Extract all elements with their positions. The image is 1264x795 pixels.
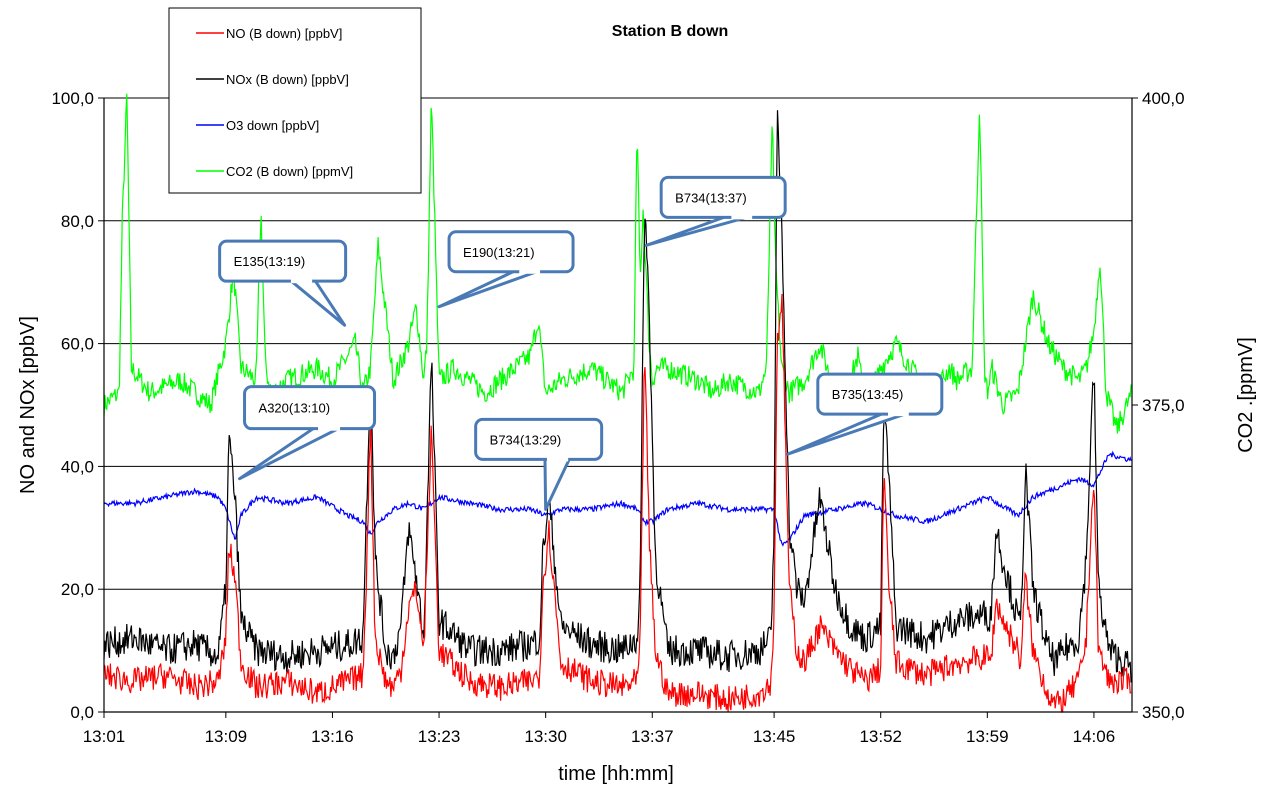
x-tick-label: 14:06	[1073, 727, 1116, 746]
y-left-tick-label: 40,0	[61, 457, 94, 476]
callout: E190(13:21)	[437, 230, 575, 309]
y-right-tick-label: 350,0	[1142, 703, 1185, 722]
callout-gap	[318, 425, 341, 431]
callout-label: B734(13:29)	[490, 432, 562, 447]
y-right-tick-label: 375,0	[1142, 396, 1185, 415]
series-line	[103, 293, 1132, 713]
y-left-tick-label: 60,0	[61, 335, 94, 354]
callout-label: E190(13:21)	[463, 245, 535, 260]
x-axis-label: time [hh:mm]	[558, 763, 674, 785]
y-right-tick-label: 400,0	[1142, 89, 1185, 108]
callout: B735(13:45)	[786, 372, 944, 456]
legend-label: NO (B down) [ppbV]	[226, 26, 342, 41]
callout-pointer	[543, 455, 572, 511]
y-left-tick-label: 100,0	[51, 89, 94, 108]
callout-box	[659, 175, 787, 219]
callout: E135(13:19)	[218, 239, 348, 327]
legend: NO (B down) [ppbV] NOx (B down) [ppbV] O3 …	[168, 7, 422, 194]
series-line	[103, 450, 1132, 547]
callout-label: E135(13:19)	[234, 254, 306, 269]
callout: B734(13:37)	[644, 175, 787, 247]
series-line	[103, 110, 1132, 683]
x-tick-label: 13:45	[753, 727, 796, 746]
callout-gap	[731, 214, 753, 220]
callout-pointer	[644, 213, 756, 247]
callout: B734(13:29)	[474, 417, 604, 511]
x-tick-label: 13:52	[859, 727, 902, 746]
callout-gap	[888, 411, 909, 417]
callout-box	[218, 239, 348, 283]
callout-gap	[290, 278, 313, 284]
callout-pointer	[238, 425, 344, 481]
callout-gap	[546, 456, 569, 462]
x-tick-label: 13:30	[524, 727, 567, 746]
x-tick-label: 13:01	[83, 727, 126, 746]
chart-title: Station B down	[612, 23, 728, 40]
callout-label: B735(13:45)	[832, 387, 904, 402]
callout-gap	[519, 268, 541, 274]
x-tick-label: 13:37	[631, 727, 674, 746]
legend-label: O3 down [ppbV]	[226, 118, 319, 133]
legend-box	[168, 7, 422, 194]
callout-pointer	[786, 410, 913, 456]
y-left-tick-label: 20,0	[61, 580, 94, 599]
callout-box	[474, 417, 604, 461]
legend-label: NOx (B down) [ppbV]	[226, 72, 349, 87]
callout: A320(13:10)	[238, 385, 377, 481]
callout-box	[447, 230, 575, 274]
y-axis-right-label: CO2 .[ppmV]	[1235, 337, 1257, 453]
callout-pointer	[287, 277, 347, 327]
callout-label: A320(13:10)	[259, 401, 331, 416]
legend-label: CO2 (B down) [ppmV]	[226, 164, 353, 179]
x-tick-label: 13:59	[966, 727, 1009, 746]
axes: 0,0 20,0 40,0 60,0 80,0 100,0 350,0 375,0 400,0 1…	[51, 89, 1184, 746]
callout-box	[243, 385, 377, 431]
callout-label: B734(13:37)	[675, 190, 747, 205]
y-left-tick-label: 80,0	[61, 212, 94, 231]
annotations: A320(13:10) E135(13:19) E190(13:21) B734(13…	[218, 175, 944, 511]
x-tick-label: 13:23	[418, 727, 461, 746]
y-axis-left-label: NO and NOx [ppbV]	[17, 316, 39, 494]
callout-box	[816, 372, 944, 416]
x-tick-label: 13:09	[205, 727, 248, 746]
callout-pointer	[437, 268, 544, 309]
x-tick-label: 13:16	[311, 727, 354, 746]
y-left-tick-label: 0,0	[70, 703, 94, 722]
